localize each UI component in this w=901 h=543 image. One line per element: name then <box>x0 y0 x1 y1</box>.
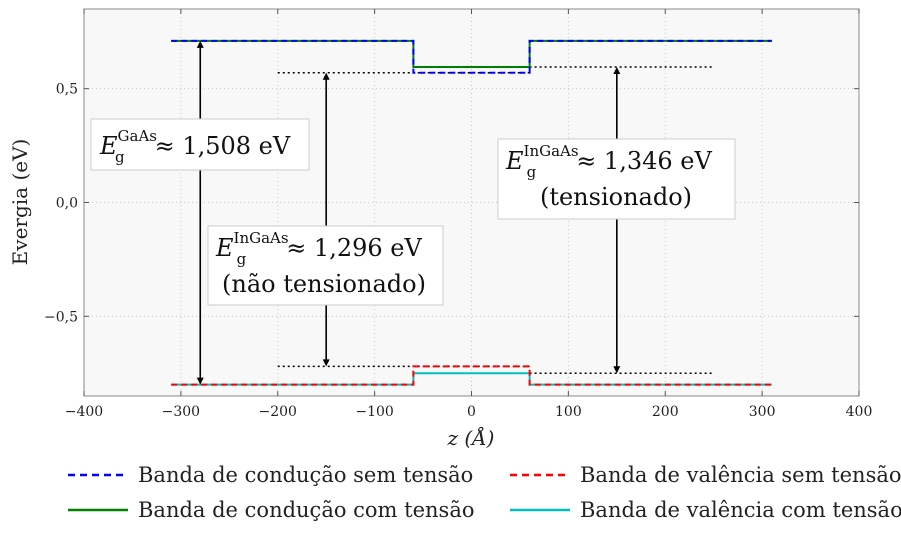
x-tick-label: 0 <box>467 404 476 420</box>
y-tick-label: −0,5 <box>44 309 78 325</box>
series-line-0 <box>171 39 772 74</box>
x-tick-label: 300 <box>749 404 776 420</box>
arrows <box>196 40 621 385</box>
series-line-1 <box>171 365 772 386</box>
arrow-head <box>322 359 330 367</box>
legend-label-3: Banda de valência com tensão <box>580 498 901 522</box>
legend-label-0: Banda de condução sem tensão <box>138 463 473 487</box>
arrow-head <box>613 67 621 75</box>
y-tick-label: 0,0 <box>56 196 78 212</box>
x-tick-label: −100 <box>355 404 393 420</box>
annotation-label: EInGaAs g ≈ 1,296 eV <box>215 229 422 268</box>
x-tick-label: −400 <box>65 404 103 420</box>
x-tick-label: −200 <box>259 404 297 420</box>
annotation-gaas: EGaAs g ≈ 1,508 eV <box>90 118 310 171</box>
annotation-ingaas-unstrained: EInGaAs g ≈ 1,296 eV (não tensionado) <box>207 225 444 306</box>
series-group <box>171 39 772 386</box>
legend-label-2: Banda de condução com tensão <box>138 498 474 522</box>
x-tick-label: 100 <box>555 404 582 420</box>
arrow-head <box>613 366 621 374</box>
arrow-head <box>322 72 330 80</box>
annotation-box <box>207 225 444 306</box>
reference-lines <box>277 66 714 374</box>
arrow-head <box>196 377 204 385</box>
legend: Banda de condução sem tensão Banda de val… <box>68 463 901 522</box>
x-tick-label: 400 <box>846 404 873 420</box>
y-tick-label: 0,5 <box>56 82 78 98</box>
x-axis-label: z (Å) <box>447 425 495 450</box>
legend-label-1: Banda de valência sem tensão <box>580 463 901 487</box>
annotation-label: EGaAs g ≈ 1,508 eV <box>99 127 291 166</box>
annotation-label: EInGaAs g ≈ 1,346 eV <box>505 142 712 181</box>
x-tick-label: 200 <box>652 404 679 420</box>
annotation-box <box>90 118 310 171</box>
annotation-ingaas-strained: EInGaAs g ≈ 1,346 eV (tensionado) <box>497 138 736 220</box>
axis-ticks: −400 −300 −200 −100 0 100 200 300 400 −0,5 0,0 0,5 <box>44 9 872 420</box>
annotation-note: (tensionado) <box>540 183 692 211</box>
annotation-box <box>497 138 736 220</box>
x-tick-label: −300 <box>162 404 200 420</box>
y-axis-label: Evergia (eV) <box>8 139 32 266</box>
arrow-head <box>196 40 204 48</box>
annotation-note: (não tensionado) <box>222 270 426 298</box>
